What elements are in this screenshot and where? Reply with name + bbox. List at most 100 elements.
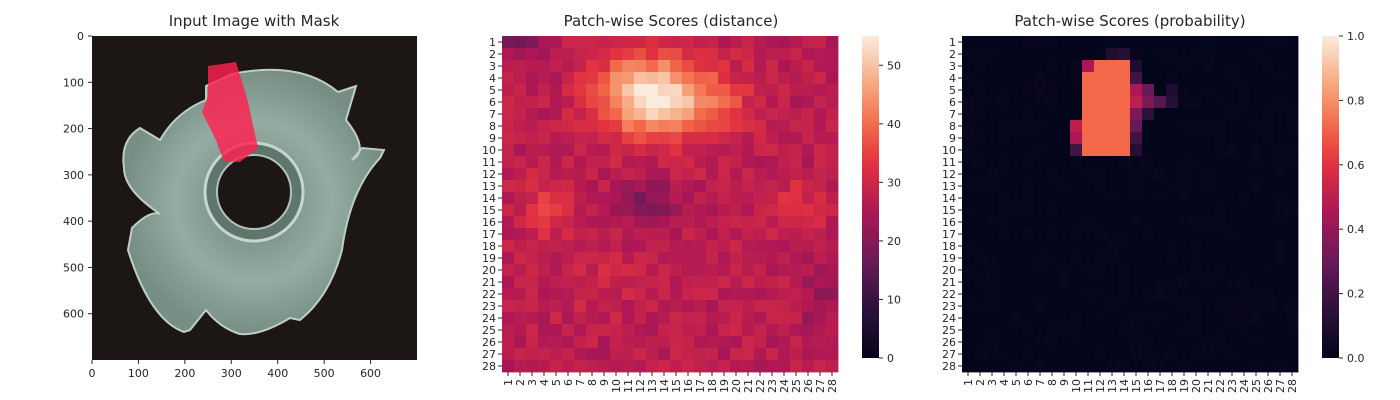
heatmap-cell [610,144,623,157]
heatmap-cell [1046,348,1059,361]
heatmap-cell [1118,252,1131,265]
heatmap-cell [1166,312,1179,325]
heatmap-cell [1070,144,1083,157]
heatmap-cell [778,180,791,193]
heatmap-cell [1022,312,1035,325]
heatmap-cell [1070,240,1083,253]
heatmap-cell [998,252,1011,265]
heatmap-cell [790,348,803,361]
heatmap-cell [550,72,563,85]
heatmap-cell [574,36,587,49]
heatmap-cell [766,72,779,85]
heatmap-cell [1070,180,1083,193]
heatmap-cell [1106,348,1119,361]
heatmap-cell [962,288,975,301]
heatmap-cell [682,312,695,325]
heatmap-cell [790,144,803,157]
heatmap-cell [1094,156,1107,169]
heatmap-cell [658,36,671,49]
heatmap-cell [1070,192,1083,205]
heatmap-cell [706,252,719,265]
heatmap-cell [538,300,551,313]
heatmap-cell [574,60,587,73]
heatmap-cell [766,348,779,361]
heatmap-cell [634,168,647,181]
heatmap-cell [1046,192,1059,205]
heatmap-cell [1010,360,1023,373]
heatmap-cell [814,204,827,217]
heatmap-cell [610,96,623,109]
heatmap-cell [682,360,695,373]
heatmap-cell [1154,120,1167,133]
x-tick-label: 600 [360,367,381,380]
heatmap-cell [502,348,515,361]
heatmap-cell [706,156,719,169]
heatmap-cell [778,216,791,229]
x-tick-label: 0 [89,367,96,380]
heatmap-cell [538,336,551,349]
heatmap-cell [1226,108,1239,121]
heatmap-cell [610,312,623,325]
heatmap-cell [802,72,815,85]
heatmap-cell [766,276,779,289]
heatmap-cell [574,168,587,181]
row-tick-label: 27 [942,348,956,361]
heatmap-cell [962,324,975,337]
col-tick-label: 27 [814,379,827,393]
heatmap-cell [1130,336,1143,349]
heatmap-cell [754,48,767,61]
heatmap-cell [622,48,635,61]
heatmap-cell [1166,180,1179,193]
heatmap-cell [778,132,791,145]
heatmap-cell [1046,168,1059,181]
heatmap-cell [998,60,1011,73]
heatmap-cell [1082,96,1095,109]
heatmap-cell [1010,336,1023,349]
heatmap-cell [562,168,575,181]
row-tick-label: 20 [942,264,956,277]
heatmap-cell [1022,132,1035,145]
heatmap-cell [986,360,999,373]
heatmap-cell [538,276,551,289]
heatmap-cell [562,324,575,337]
heatmap-cell [766,300,779,313]
colorbar-tick-label: 0.4 [1347,223,1365,236]
heatmap-cell [1214,72,1227,85]
heatmap-cell [754,168,767,181]
heatmap-cell [1238,360,1251,373]
heatmap-cell [682,120,695,133]
heatmap-cell [646,168,659,181]
heatmap-cell [742,204,755,217]
heatmap-cell [550,156,563,169]
heatmap-cell [562,216,575,229]
heatmap-cell [742,264,755,277]
heatmap-cell [1250,324,1263,337]
heatmap-cell [1178,96,1191,109]
heatmap-cell [1286,276,1299,289]
heatmap-cell [574,108,587,121]
row-tick-label: 21 [482,276,496,289]
col-tick-label: 15 [670,379,683,393]
heatmap-cell [1238,324,1251,337]
heatmap-cell [598,108,611,121]
heatmap-cell [514,36,527,49]
heatmap-cell [1118,180,1131,193]
heatmap-cell [962,204,975,217]
heatmap-cell [1250,264,1263,277]
heatmap-cell [682,264,695,277]
heatmap-cell [502,60,515,73]
heatmap-cell [1022,120,1035,133]
heatmap-cell [1070,252,1083,265]
heatmap-cell [1190,264,1203,277]
heatmap-cell [574,300,587,313]
col-tick-label: 3 [526,379,539,386]
heatmap-cell [1106,180,1119,193]
heatmap-cell [826,156,839,169]
heatmap-cell [1202,48,1215,61]
heatmap-cell [1106,168,1119,181]
heatmap-cell [1058,72,1071,85]
heatmap-cell [574,240,587,253]
heatmap-cell [1214,228,1227,241]
heatmap-cell [1094,288,1107,301]
